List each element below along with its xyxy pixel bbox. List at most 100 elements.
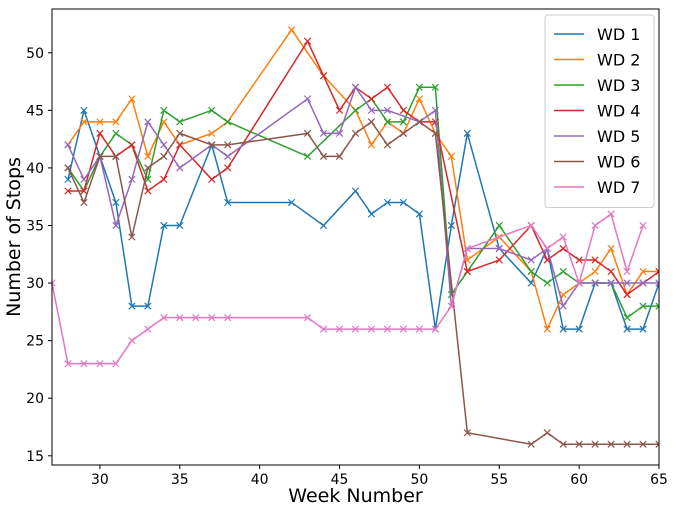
series-wd-5 [64, 83, 659, 310]
data-point-wd-3 [351, 106, 360, 114]
data-point-wd-4 [607, 267, 615, 276]
data-point-wd-5 [335, 129, 344, 137]
data-point-wd-5 [224, 152, 232, 161]
data-point-wd-4 [144, 187, 152, 195]
data-point-wd-5 [319, 129, 328, 137]
data-point-wd-6 [607, 440, 615, 448]
data-point-wd-4 [128, 141, 136, 149]
data-point-wd-2 [144, 152, 152, 161]
legend-entry-label: WD 1 [597, 25, 640, 44]
data-point-wd-7 [447, 302, 455, 310]
data-point-wd-5 [495, 244, 503, 253]
data-point-wd-4 [431, 118, 439, 126]
data-point-wd-1 [160, 221, 168, 230]
data-point-wd-2 [639, 267, 647, 276]
y-tick-label: 20 [26, 391, 44, 407]
data-point-wd-7 [176, 313, 184, 322]
series-line-wd-5 [67, 86, 659, 307]
data-point-wd-6 [383, 141, 392, 149]
data-point-wd-2 [287, 26, 296, 34]
data-point-wd-5 [431, 106, 439, 114]
x-tick-label: 30 [91, 472, 109, 488]
data-point-wd-7 [543, 244, 551, 253]
data-point-wd-6 [367, 118, 376, 126]
data-point-wd-7 [351, 325, 360, 333]
y-tick-label: 40 [26, 161, 44, 177]
data-point-wd-7 [208, 313, 216, 322]
data-point-wd-2 [208, 129, 216, 137]
data-point-wd-4 [495, 256, 503, 264]
data-point-wd-2 [80, 118, 88, 126]
data-point-wd-7 [527, 221, 535, 230]
data-point-wd-1 [80, 106, 88, 114]
data-point-wd-1 [128, 302, 136, 310]
data-point-wd-3 [415, 83, 424, 91]
data-point-wd-3 [559, 267, 567, 276]
data-point-wd-2 [128, 95, 136, 103]
data-point-wd-6 [463, 429, 471, 437]
series-line-wd-7 [52, 213, 644, 365]
data-point-wd-5 [591, 279, 599, 287]
x-tick-label: 50 [410, 472, 428, 488]
data-point-wd-3 [431, 83, 439, 91]
legend-entry-label: WD 4 [597, 102, 640, 121]
data-point-wd-2 [96, 118, 104, 126]
data-point-wd-6 [96, 152, 104, 161]
data-point-wd-3 [303, 152, 312, 161]
data-point-wd-5 [303, 95, 312, 103]
data-point-wd-7 [96, 360, 104, 368]
data-point-wd-5 [559, 302, 567, 310]
data-point-wd-6 [224, 141, 232, 149]
data-point-wd-2 [543, 325, 551, 333]
data-point-wd-1 [639, 325, 647, 333]
data-point-wd-7 [128, 337, 136, 345]
data-point-wd-1 [224, 198, 232, 207]
data-point-wd-7 [319, 325, 328, 333]
data-point-wd-6 [415, 118, 424, 126]
data-point-wd-6 [559, 440, 567, 448]
data-point-wd-2 [447, 152, 455, 161]
data-point-wd-5 [160, 141, 168, 149]
legend: WD 1 WD 2 WD 3 WD 4 WD 5 WD 6 WD 7 [544, 14, 655, 208]
data-point-wd-4 [623, 290, 631, 299]
series-line-wd-1 [67, 109, 659, 330]
data-point-wd-6 [591, 440, 599, 448]
data-point-wd-3 [655, 302, 659, 310]
data-point-wd-5 [527, 256, 535, 264]
legend-entry-label: WD 2 [597, 51, 640, 70]
data-point-wd-1 [415, 210, 424, 218]
data-point-wd-5 [367, 106, 376, 114]
data-point-wd-1 [447, 221, 455, 230]
data-point-wd-1 [463, 129, 471, 137]
data-point-wd-7 [559, 233, 567, 241]
data-point-wd-7 [383, 325, 392, 333]
series-layer [52, 26, 659, 448]
data-point-wd-3 [112, 129, 120, 137]
data-point-wd-6 [112, 152, 120, 161]
data-point-wd-6 [303, 129, 312, 137]
data-point-wd-3 [543, 279, 551, 287]
data-point-wd-6 [639, 440, 647, 448]
data-point-wd-1 [399, 198, 408, 207]
data-point-wd-5 [383, 106, 392, 114]
data-point-wd-2 [112, 118, 120, 126]
data-point-wd-1 [383, 198, 392, 207]
data-point-wd-6 [543, 429, 551, 437]
data-point-wd-4 [224, 164, 232, 172]
legend-entry-label: WD 3 [597, 76, 640, 95]
data-point-wd-7 [399, 325, 408, 333]
data-point-wd-4 [303, 37, 312, 45]
x-axis-label: Week Number [288, 485, 423, 507]
legend-box [544, 14, 655, 208]
data-point-wd-6 [575, 440, 583, 448]
data-point-wd-5 [64, 141, 72, 149]
data-point-wd-4 [64, 187, 72, 195]
data-point-wd-6 [655, 440, 659, 448]
data-point-wd-3 [399, 118, 408, 126]
data-point-wd-1 [559, 325, 567, 333]
data-point-wd-3 [623, 313, 631, 322]
x-tick-label: 55 [490, 472, 508, 488]
data-point-wd-7 [64, 360, 72, 368]
data-point-wd-6 [128, 233, 136, 241]
data-point-wd-3 [208, 106, 216, 114]
